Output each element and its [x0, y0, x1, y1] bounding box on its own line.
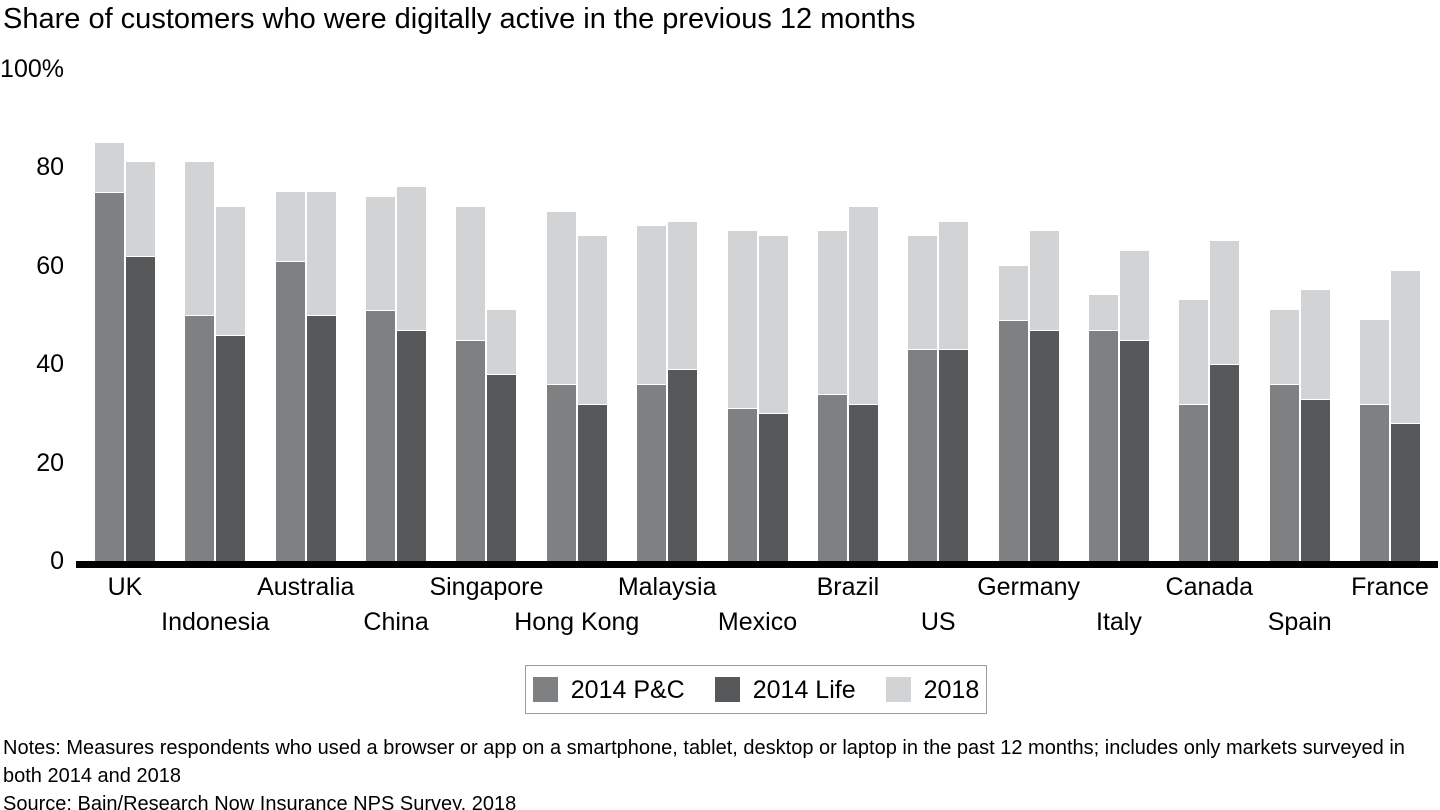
bar-brazil-pc-2014-segment [817, 393, 847, 561]
legend-item-2018: 2018 [885, 675, 980, 704]
bar-italy-pc-2014-segment [1088, 329, 1118, 561]
bar-canada-life [1210, 241, 1240, 561]
bar-uk-life-2014-segment [126, 255, 155, 561]
x-label-us: US [920, 608, 956, 636]
x-label-uk: UK [107, 573, 143, 601]
bar-france-life-2014-segment [1391, 423, 1421, 561]
footnotes: Notes: Measures respondents who used a b… [3, 734, 1437, 810]
bar-italy-life [1119, 251, 1149, 561]
x-label-germany: Germany [977, 573, 1080, 601]
bar-france-life [1391, 270, 1421, 561]
y-tick-60: 60 [36, 251, 64, 280]
legend: 2014 P&C 2014 Life 2018 [525, 665, 987, 714]
y-tick-20: 20 [36, 448, 64, 477]
bar-uk-life [126, 162, 155, 561]
bar-brazil-life [848, 206, 878, 561]
x-label-italy: Italy [1096, 608, 1142, 636]
legend-swatch-2018 [885, 677, 911, 702]
bar-france-pc [1360, 319, 1390, 561]
bar-australia-pc-2014-segment [275, 260, 305, 561]
bar-canada-pc [1179, 300, 1209, 561]
bar-spain-pc [1269, 310, 1299, 561]
bar-singapore-pc [456, 206, 486, 561]
bar-germany-pc [998, 265, 1028, 561]
bar-spain-life-2014-segment [1300, 398, 1330, 561]
legend-label-2014-life: 2014 Life [752, 675, 856, 704]
x-label-hong-kong: Hong Kong [514, 608, 640, 636]
bar-brazil-life-2014-segment [848, 403, 878, 561]
bar-canada-life-2014-segment [1210, 364, 1240, 561]
chart-title: Share of customers who were digitally ac… [3, 3, 916, 35]
bar-germany-pc-2014-segment [998, 319, 1028, 561]
bar-indonesia-life [216, 206, 246, 561]
bar-china-pc-2014-segment [366, 310, 396, 561]
bar-indonesia-pc-2014-segment [185, 314, 215, 561]
bar-uk-pc [95, 142, 124, 561]
y-tick-80: 80 [36, 153, 64, 182]
bar-australia-life-2014-segment [306, 315, 336, 561]
bar-hong-kong-pc-2014-segment [546, 383, 576, 561]
legend-item-2014-p-c: 2014 P&C [532, 675, 685, 704]
source-line: Source: Bain/Research Now Insurance NPS … [3, 793, 517, 810]
x-label-spain: Spain [1267, 608, 1332, 636]
bar-hong-kong-life-2014-segment [577, 403, 607, 561]
x-label-indonesia: Indonesia [161, 608, 270, 636]
bar-us-life-2014-segment [939, 349, 969, 561]
bar-mexico-life-2014-segment [758, 413, 788, 561]
bar-singapore-life [487, 310, 517, 561]
bar-uk-pc-2014-segment [95, 191, 124, 561]
bar-malaysia-life-2014-segment [668, 369, 698, 561]
bar-brazil-pc [817, 231, 847, 561]
bar-us-life [939, 221, 969, 561]
notes-line-2: both 2014 and 2018 [3, 765, 181, 787]
bar-australia-life [306, 192, 336, 561]
bar-hong-kong-life [577, 236, 607, 561]
x-label-brazil: Brazil [816, 573, 880, 601]
notes-line-1: Notes: Measures respondents who used a b… [3, 737, 1405, 759]
bar-china-pc [366, 196, 396, 561]
bar-malaysia-pc-2014-segment [637, 383, 667, 561]
bar-us-pc-2014-segment [908, 349, 938, 561]
bar-indonesia-pc [185, 162, 215, 561]
x-axis-line [76, 561, 1438, 568]
bar-us-pc [908, 236, 938, 561]
x-label-mexico: Mexico [717, 608, 798, 636]
bar-germany-life [1029, 231, 1059, 561]
bar-mexico-life [758, 236, 788, 561]
legend-label-2018: 2018 [923, 675, 980, 704]
x-label-china: China [363, 608, 429, 636]
bar-canada-pc-2014-segment [1179, 403, 1209, 561]
bar-italy-pc [1088, 295, 1118, 561]
x-label-malaysia: Malaysia [617, 573, 717, 601]
y-axis-top-label: 100% [0, 55, 64, 83]
bar-mexico-pc [727, 231, 757, 561]
x-label-singapore: Singapore [429, 573, 544, 601]
legend-swatch-2014-p-c [532, 677, 558, 702]
y-tick-40: 40 [36, 350, 64, 379]
bar-malaysia-life [668, 221, 698, 561]
bar-australia-pc [275, 192, 305, 561]
bar-spain-life [1300, 290, 1330, 561]
bar-france-pc-2014-segment [1360, 403, 1390, 561]
bar-china-life-2014-segment [397, 329, 427, 561]
bar-hong-kong-pc [546, 211, 576, 561]
legend-swatch-2014-life [714, 677, 740, 702]
y-tick-0: 0 [50, 547, 64, 575]
bar-spain-pc-2014-segment [1269, 383, 1299, 561]
bar-malaysia-pc [637, 226, 667, 561]
bar-china-life [397, 187, 427, 561]
legend-label-2014-p-c: 2014 P&C [570, 675, 685, 704]
legend-item-2014-life: 2014 Life [714, 675, 856, 704]
bar-singapore-life-2014-segment [487, 374, 517, 561]
bar-italy-life-2014-segment [1119, 339, 1149, 561]
bar-singapore-pc-2014-segment [456, 339, 486, 561]
x-label-australia: Australia [257, 573, 355, 601]
x-label-france: France [1351, 573, 1429, 601]
bar-indonesia-life-2014-segment [216, 334, 246, 561]
bar-germany-life-2014-segment [1029, 329, 1059, 561]
x-label-canada: Canada [1165, 573, 1254, 601]
bar-mexico-pc-2014-segment [727, 408, 757, 561]
